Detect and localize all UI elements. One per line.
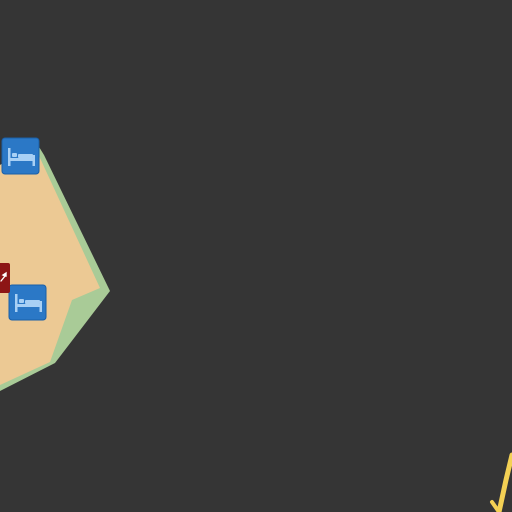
hotel-marker-bed-icon[interactable] <box>8 284 47 321</box>
poi-marker-pin-icon[interactable] <box>0 263 10 293</box>
bed-icon <box>8 148 35 166</box>
land-area <box>0 147 100 385</box>
road-branch <box>490 500 501 512</box>
bed-icon <box>15 294 42 312</box>
pin-icon <box>0 271 7 282</box>
hotel-marker-bed-icon[interactable] <box>1 137 40 175</box>
road-line <box>496 452 512 512</box>
poi-marker-bg <box>0 263 10 293</box>
